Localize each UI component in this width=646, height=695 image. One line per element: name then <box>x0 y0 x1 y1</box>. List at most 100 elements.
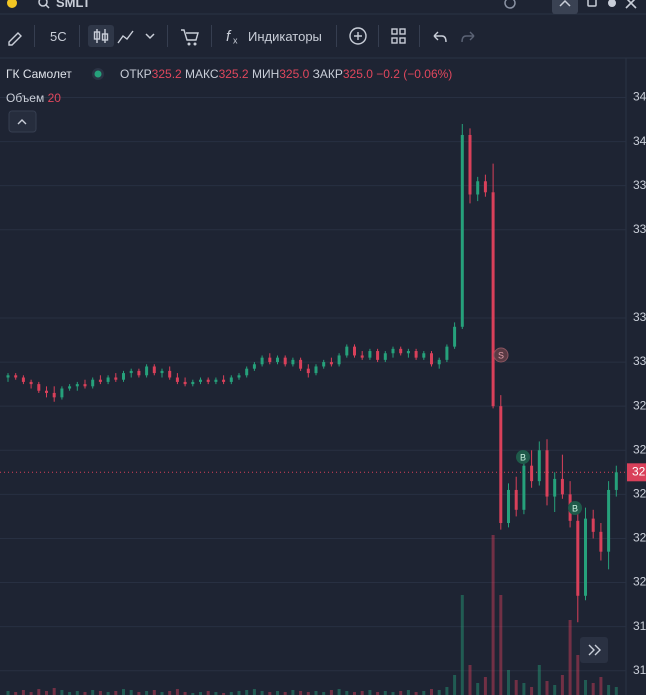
candle-body <box>222 379 226 382</box>
volume-value: 20 <box>47 91 61 105</box>
volume-bar <box>414 692 418 695</box>
candle-body <box>314 366 318 374</box>
candle-body <box>114 377 118 380</box>
candle-body <box>29 381 33 385</box>
draw-icon[interactable] <box>8 32 22 46</box>
last-price-label: 32 <box>632 464 646 478</box>
candle-body <box>129 370 133 374</box>
cart-icon[interactable] <box>181 29 199 41</box>
volume-bar <box>368 690 372 695</box>
candle-body <box>468 134 472 195</box>
settings-icon[interactable] <box>504 0 516 9</box>
volume-bar <box>214 692 218 695</box>
candle-body <box>191 381 195 385</box>
candle-body <box>68 386 72 389</box>
candle-body <box>383 353 387 360</box>
candle-body <box>160 370 164 374</box>
candle-body <box>337 355 341 365</box>
candle-body <box>60 388 64 398</box>
undo-icon[interactable] <box>433 31 447 43</box>
candle-body <box>391 348 395 354</box>
candle-icon <box>93 31 101 40</box>
candle-body <box>499 406 503 524</box>
area-icon[interactable] <box>117 30 134 44</box>
trade-marker[interactable] <box>568 501 582 515</box>
trade-marker[interactable] <box>516 450 530 464</box>
candle-body <box>514 489 518 510</box>
volume-bar <box>183 692 187 695</box>
volume-bar <box>322 692 326 695</box>
search-text[interactable]: SMLT <box>56 0 91 10</box>
candle-body <box>106 377 110 382</box>
close-icon[interactable] <box>625 0 637 9</box>
logo <box>7 0 17 8</box>
layout-icon[interactable] <box>391 28 406 44</box>
candle-type-button[interactable] <box>88 25 114 47</box>
trade-marker-label: B <box>572 503 578 513</box>
candle-body <box>168 370 172 378</box>
volume-bar <box>206 691 210 695</box>
volume-label: Объем <box>6 91 45 105</box>
candle-body <box>422 353 426 358</box>
chevron-down[interactable] <box>145 33 155 40</box>
volume-bar <box>14 692 18 695</box>
y-tick-label: 32 <box>633 442 646 456</box>
candle-body <box>353 346 356 356</box>
candle-body <box>268 357 272 363</box>
volume-bar <box>553 685 557 695</box>
volume-bar <box>530 687 534 695</box>
volume-bar <box>229 692 233 695</box>
volume-bar <box>345 691 349 695</box>
last-price-badge <box>627 463 646 482</box>
candle-body <box>98 379 102 382</box>
volume-bar <box>491 535 495 695</box>
y-tick-label: 33 <box>633 222 646 236</box>
y-tick-label: 32 <box>633 575 646 589</box>
volume-bar <box>445 687 449 695</box>
cart-icon <box>193 42 197 46</box>
open-label: ОТКР <box>120 67 152 81</box>
candle-body <box>6 375 10 378</box>
window-icon[interactable] <box>587 0 597 7</box>
add-icon[interactable] <box>349 27 367 45</box>
volume-bar <box>607 685 611 695</box>
volume-bar <box>129 690 133 695</box>
candle-body <box>183 381 187 385</box>
volume-bar <box>252 689 256 695</box>
redo-icon[interactable] <box>461 31 475 43</box>
candle-body <box>229 377 233 382</box>
volume-bar <box>21 690 25 695</box>
indicators-button[interactable]: Индикаторы <box>248 29 322 44</box>
candle-body <box>345 346 349 356</box>
interval-button[interactable]: 5С <box>50 29 67 44</box>
candle-body <box>445 346 449 360</box>
volume-bar <box>6 691 10 695</box>
volume-bar <box>137 692 141 695</box>
collapse-pane-button[interactable] <box>8 110 37 133</box>
volume-bar <box>460 595 464 695</box>
volume-bar <box>360 691 364 695</box>
volume-bar <box>383 691 387 695</box>
volume-bar <box>152 690 156 695</box>
gear-icon[interactable] <box>608 0 616 7</box>
candle-body <box>584 518 587 596</box>
volume-bar <box>591 683 595 695</box>
volume-bar <box>537 665 541 695</box>
search-icon <box>38 0 48 7</box>
y-tick-label: 34 <box>633 90 646 104</box>
volume-bar <box>314 691 318 695</box>
candle-body <box>607 489 611 552</box>
trade-marker[interactable] <box>493 347 509 363</box>
candle-body <box>122 373 125 380</box>
volume-bar <box>453 675 457 695</box>
search-icon <box>45 4 50 9</box>
volume-bar <box>507 670 510 695</box>
volume-bar <box>222 693 226 695</box>
collapse-button[interactable] <box>552 0 578 14</box>
candle-body <box>14 375 18 378</box>
candle-body <box>237 375 241 378</box>
volume-bar <box>291 690 295 695</box>
chevron-up <box>559 0 571 7</box>
add-icon <box>354 32 362 40</box>
